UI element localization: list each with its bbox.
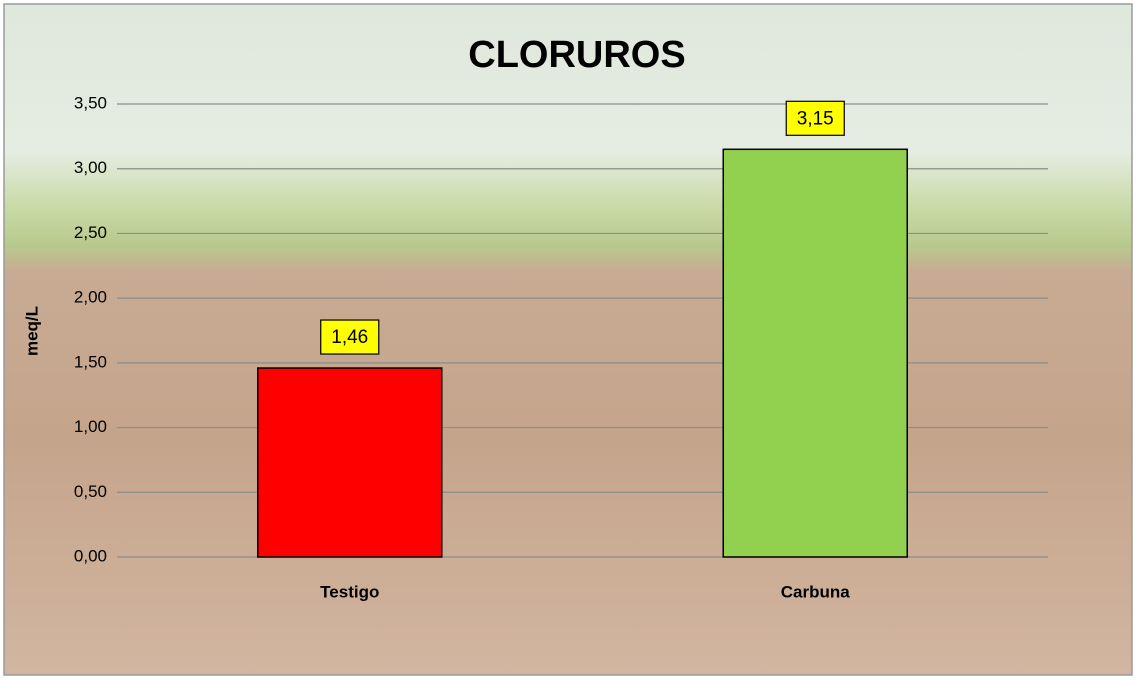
value-label: 3,15 [797,108,834,129]
y-tick-label: 2,50 [74,223,107,242]
y-tick-label: 2,00 [74,288,107,307]
y-tick-label: 3,50 [74,93,107,112]
y-axis-title: meq/L [22,306,41,356]
chart: CLORUROS meq/L 0,00 0,50 1,00 1,50 2,00 2,50 3… [0,0,1136,679]
y-tick-label: 1,00 [74,417,107,436]
y-tick-label: 3,00 [74,158,107,177]
chart-title: CLORUROS [468,34,685,76]
x-tick-label: Testigo [320,582,379,601]
x-tick-label: Carbuna [781,582,851,601]
bar [723,149,907,557]
chart-background [4,4,1132,675]
y-tick-label: 0,00 [74,546,107,565]
value-label: 1,46 [331,327,368,348]
bar [258,368,442,557]
y-tick-label: 1,50 [74,352,107,371]
y-tick-label: 0,50 [74,482,107,501]
